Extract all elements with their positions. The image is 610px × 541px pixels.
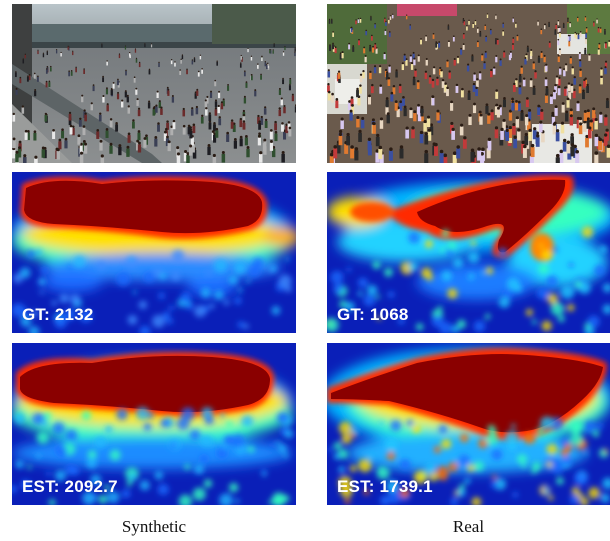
synthetic-estimated-density-map: EST: 2092.7 bbox=[12, 343, 296, 505]
real-ground-truth-density-map: GT: 1068 bbox=[327, 172, 610, 333]
real-estimated-density-map: EST: 1739.1 bbox=[327, 343, 610, 505]
synthetic-estimated-count: EST: 2092.7 bbox=[22, 477, 118, 496]
synthetic-column-caption: Synthetic bbox=[121, 517, 187, 536]
real-ground-truth-count: GT: 1068 bbox=[337, 305, 409, 324]
synthetic-crowd-photo bbox=[12, 4, 296, 163]
real-column-caption: Real bbox=[452, 517, 485, 536]
synthetic-ground-truth-count: GT: 2132 bbox=[22, 305, 94, 324]
real-estimated-count: EST: 1739.1 bbox=[337, 477, 433, 496]
real-crowd-photo bbox=[327, 4, 610, 163]
synthetic-ground-truth-density-map: GT: 2132 bbox=[12, 172, 296, 333]
